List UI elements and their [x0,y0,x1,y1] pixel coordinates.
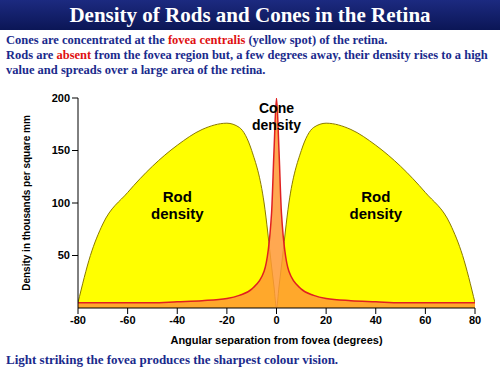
svg-text:50: 50 [58,249,70,261]
html-text:Rod density: Rod density [151,188,204,222]
svg-text:0: 0 [273,314,279,326]
html-text:Cones are concentrated at the: Cones are concentrated at the fovea cent… [6,33,388,47]
svg-text:Density in thousands per squar: Density in thousands per square mm [21,115,32,291]
html-text:Cone density: Cone density [252,100,301,133]
svg-text:100: 100 [52,197,70,209]
html-text:Rod density: Rod density [349,188,402,222]
svg-text:20: 20 [320,314,332,326]
svg-text:60: 60 [419,314,431,326]
svg-text:-40: -40 [169,314,185,326]
svg-text:-20: -20 [219,314,235,326]
svg-text:200: 200 [52,92,70,104]
html-text:Light striking the fovea produ: Light striking the fovea produces the sh… [6,352,339,367]
svg-text:150: 150 [52,144,70,156]
svg-text:-80: -80 [70,314,86,326]
html-text:Density of Rods and Cones in t: Density of Rods and Cones in the Retina [69,3,431,27]
svg-text:Angular separation from fovea: Angular separation from fovea (degrees) [170,334,382,346]
svg-text:-60: -60 [120,314,136,326]
html-text:Rods are absent from the fovea: Rods are absent from the fovea region bu… [6,48,488,77]
svg-text:80: 80 [469,314,481,326]
svg-text:40: 40 [370,314,382,326]
